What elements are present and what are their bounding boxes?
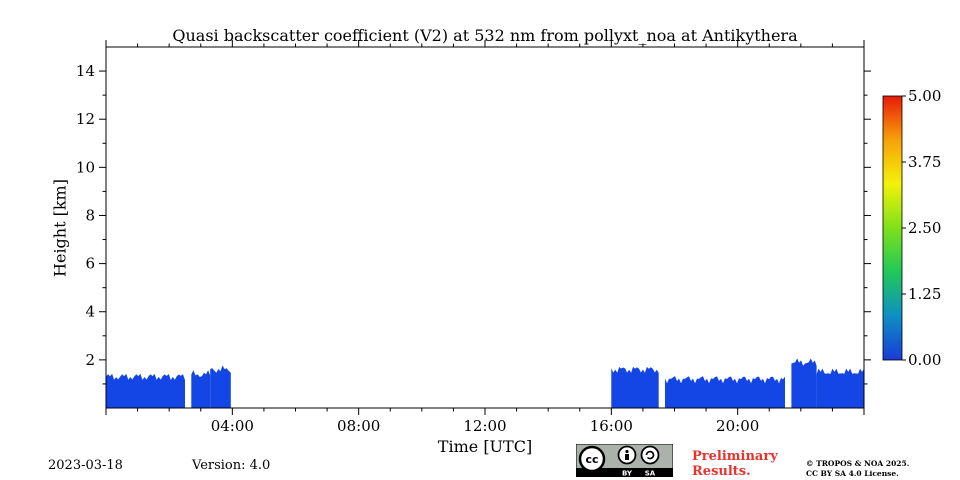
x-axis: 04:00 08:00 12:00 16:00 20:00 — [105, 40, 865, 435]
y-tick-label: 12 — [76, 110, 95, 128]
signal-segment — [816, 368, 864, 408]
backscatter-signal-layer — [106, 358, 864, 408]
signal-segment — [210, 365, 231, 408]
colorbar-tick-label: 3.75 — [908, 153, 941, 171]
copyright-line-2: CC BY SA 4.0 License. — [806, 469, 899, 478]
y-tick-label: 8 — [85, 206, 95, 224]
y-tick-label: 4 — [85, 303, 95, 321]
signal-segment — [665, 376, 785, 408]
colorbar-tick-label: 0.00 — [908, 351, 941, 369]
x-tick-label: 12:00 — [463, 417, 506, 435]
signal-segment — [791, 358, 817, 408]
badge-by-text: BY — [622, 470, 633, 478]
y-axis-label: Height [km] — [50, 179, 70, 277]
preliminary-line-1: Preliminary — [692, 449, 778, 464]
copyright-line-1: © TROPOS & NOA 2025. — [806, 459, 910, 468]
x-tick-label: 16:00 — [590, 417, 633, 435]
preliminary-line-2: Results. — [692, 464, 751, 479]
y-tick-label: 10 — [76, 158, 95, 176]
y-axis: 2 4 6 8 10 12 14 — [76, 62, 871, 385]
svg-text:cc: cc — [585, 453, 598, 466]
copyright-notice: © TROPOS & NOA 2025. CC BY SA 4.0 Licens… — [806, 459, 909, 479]
y-tick-label: 2 — [85, 351, 95, 369]
preliminary-notice: Preliminary Results. — [692, 449, 778, 479]
colorbar-tick-label: 2.50 — [908, 219, 941, 237]
colorbar — [882, 95, 903, 361]
x-tick-label: 04:00 — [211, 417, 254, 435]
x-tick-label: 08:00 — [337, 417, 380, 435]
colorbar-axis: 0.00 1.25 2.50 3.75 5.00 — [902, 87, 941, 369]
y-tick-label: 6 — [85, 255, 95, 273]
y-tick-label: 14 — [76, 62, 95, 80]
signal-segment — [191, 370, 211, 408]
x-tick-label: 20:00 — [716, 417, 759, 435]
colorbar-tick-label: 1.25 — [908, 285, 941, 303]
signal-segment — [611, 366, 659, 408]
cc-license-badge: cc BY SA — [576, 444, 673, 477]
colorbar-tick-label: 5.00 — [908, 87, 941, 105]
plot-frame — [105, 46, 865, 409]
version-label: Version: 4.0 — [192, 458, 271, 473]
signal-segment — [106, 373, 185, 408]
date-label: 2023-03-18 — [48, 458, 123, 473]
x-axis-label: Time [UTC] — [437, 437, 533, 456]
chart-title: Quasi backscatter coefficient (V2) at 53… — [172, 26, 798, 45]
badge-sa-text: SA — [645, 470, 656, 478]
